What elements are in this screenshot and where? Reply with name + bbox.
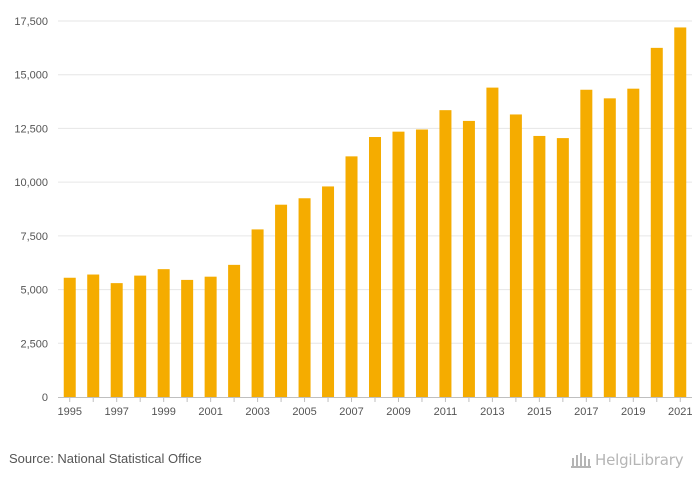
bar-2011[interactable]	[439, 110, 452, 398]
bar-2017[interactable]	[580, 89, 593, 397]
bar-2016[interactable]	[556, 138, 569, 397]
x-tick-label: 1995	[57, 406, 81, 418]
source-note: Source: National Statistical Office	[9, 451, 202, 466]
bar-2005[interactable]	[298, 198, 311, 397]
x-tick-label: 2015	[527, 406, 551, 418]
x-tick-label: 2005	[292, 406, 316, 418]
x-tick-label: 2009	[386, 406, 410, 418]
x-tick-label: 2021	[668, 406, 692, 418]
bar-2013[interactable]	[486, 87, 499, 398]
y-tick-label: 0	[42, 392, 48, 404]
bar-2010[interactable]	[415, 129, 428, 398]
x-axis: 1995 1997 1999 2001 2003 2005 2007 2009 2011 2013…	[57, 397, 693, 418]
y-tick-label: 17,500	[14, 16, 48, 28]
bar-2002[interactable]	[228, 264, 241, 397]
y-tick-label: 12,500	[14, 123, 48, 135]
bar-2001[interactable]	[204, 276, 217, 397]
bar-2003[interactable]	[251, 229, 264, 397]
bars	[63, 27, 687, 398]
y-tick-label: 10,000	[14, 177, 48, 189]
bar-2009[interactable]	[392, 131, 405, 397]
bar-2018[interactable]	[603, 98, 616, 397]
library-building-icon	[571, 453, 591, 468]
x-tick-label: 2001	[198, 406, 222, 418]
x-tick-label: 2017	[574, 406, 598, 418]
bar-1999[interactable]	[157, 269, 170, 397]
y-axis: 0 2,500 5,000 7,500 10,000 12,500 15,000 17,500	[14, 16, 48, 404]
y-tick-label: 15,000	[14, 70, 48, 82]
x-tick-label: 2007	[339, 406, 363, 418]
y-tick-label: 7,500	[20, 231, 48, 243]
bar-2004[interactable]	[275, 204, 288, 397]
y-tick-label: 5,000	[20, 285, 48, 297]
bar-2015[interactable]	[533, 135, 546, 397]
x-tick-label: 2019	[621, 406, 645, 418]
bar-1996[interactable]	[87, 274, 100, 397]
bar-chart: 0 2,500 5,000 7,500 10,000 12,500 15,000 17,500…	[14, 16, 693, 418]
bar-1995[interactable]	[63, 277, 76, 397]
x-tick-label: 2003	[245, 406, 269, 418]
logo-text: HelgiLibrary	[595, 451, 684, 469]
x-tick-label: 1997	[104, 406, 128, 418]
bar-2006[interactable]	[322, 186, 335, 397]
bar-2021[interactable]	[674, 27, 687, 397]
helgi-library-logo[interactable]: HelgiLibrary	[570, 448, 694, 472]
bar-2007[interactable]	[345, 156, 358, 397]
bar-1997[interactable]	[110, 283, 123, 397]
x-tick-label: 2011	[434, 406, 458, 418]
bar-2014[interactable]	[509, 114, 522, 398]
bar-2020[interactable]	[650, 47, 663, 398]
y-tick-label: 2,500	[20, 338, 48, 350]
x-tick-label: 1999	[151, 406, 175, 418]
bar-2000[interactable]	[181, 279, 194, 397]
bar-1998[interactable]	[134, 275, 147, 397]
bar-2008[interactable]	[369, 137, 381, 397]
bar-2012[interactable]	[462, 120, 475, 397]
bar-2019[interactable]	[627, 88, 640, 398]
x-tick-label: 2013	[480, 406, 504, 418]
